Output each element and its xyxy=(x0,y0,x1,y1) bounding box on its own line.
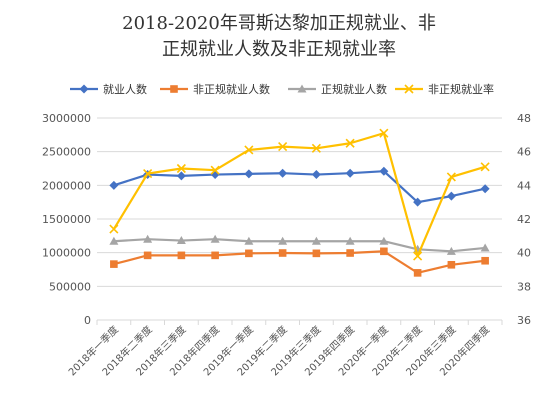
legend: 就业人数 非正规就业人数 正规就业人数 非正规就业率 xyxy=(70,82,494,96)
data-point xyxy=(480,243,490,252)
data-point xyxy=(379,236,389,245)
data-point xyxy=(278,249,287,257)
series-1 xyxy=(110,247,489,277)
y-left-tick-label: 1500000 xyxy=(42,213,91,226)
y-right-tick-label: 46 xyxy=(517,146,531,159)
data-point xyxy=(176,163,186,174)
data-point xyxy=(278,168,288,178)
data-point xyxy=(379,166,389,176)
series-2 xyxy=(109,234,490,255)
series-line xyxy=(113,170,486,204)
series-0 xyxy=(109,166,490,207)
data-point xyxy=(176,236,186,245)
y-left-tick-label: 3000000 xyxy=(42,112,91,125)
series-group xyxy=(109,128,490,277)
y-left-tick-label: 0 xyxy=(84,314,91,327)
data-point xyxy=(79,84,89,94)
data-point xyxy=(143,251,152,260)
data-point xyxy=(404,84,414,94)
data-point xyxy=(345,138,355,148)
data-point xyxy=(380,247,388,256)
y-right-tick-label: 40 xyxy=(517,247,531,260)
y-left-tick-label: 500000 xyxy=(49,280,91,293)
y-right-tick-label: 36 xyxy=(517,314,531,327)
data-point xyxy=(210,234,220,243)
data-point xyxy=(210,165,220,175)
data-point xyxy=(176,171,186,181)
data-point xyxy=(311,143,321,153)
data-point xyxy=(311,236,321,245)
data-point xyxy=(311,170,321,180)
y-right-tick-label: 38 xyxy=(517,280,531,293)
data-point xyxy=(446,172,456,182)
data-point xyxy=(110,260,118,268)
series-line xyxy=(113,250,486,274)
chart-title-line-1: 2018-2020年哥斯达黎加正规就业、非 xyxy=(122,13,436,34)
data-point xyxy=(170,85,178,93)
data-point xyxy=(143,168,153,179)
data-point xyxy=(244,145,254,155)
data-point xyxy=(447,260,456,269)
legend-item: 非正规就业人数 xyxy=(160,82,270,96)
data-point xyxy=(480,162,490,172)
data-point xyxy=(346,249,354,257)
data-point xyxy=(446,191,456,201)
data-point xyxy=(297,84,307,93)
data-point xyxy=(177,251,186,260)
data-point xyxy=(345,168,355,178)
data-point xyxy=(278,236,288,245)
data-point xyxy=(109,224,119,234)
data-point xyxy=(379,128,389,138)
y-left-tick-label: 2500000 xyxy=(42,146,91,159)
data-point xyxy=(143,234,153,243)
data-point xyxy=(480,184,490,194)
legend-item: 就业人数 xyxy=(70,82,147,96)
chart-title-line-2: 正规就业人数及非正规就业率 xyxy=(162,39,396,60)
data-point xyxy=(312,249,321,258)
data-point xyxy=(245,249,253,258)
series-line xyxy=(113,238,486,253)
data-point xyxy=(244,169,254,179)
data-point xyxy=(345,236,355,245)
data-point xyxy=(109,180,119,190)
legend-item: 正规就业人数 xyxy=(288,82,387,96)
data-point xyxy=(278,142,288,152)
legend-label: 就业人数 xyxy=(103,82,147,96)
legend-label: 正规就业人数 xyxy=(321,82,387,96)
data-point xyxy=(211,251,219,260)
y-right-tick-label: 44 xyxy=(517,179,531,192)
data-point xyxy=(413,269,422,277)
series-3 xyxy=(109,128,490,261)
y-right-tick-label: 48 xyxy=(517,112,531,125)
legend-label: 非正规就业率 xyxy=(428,82,494,96)
data-point xyxy=(481,256,489,265)
data-point xyxy=(244,236,254,245)
series-line xyxy=(112,132,486,258)
data-point xyxy=(413,197,423,207)
legend-label: 非正规就业人数 xyxy=(193,82,270,96)
data-point xyxy=(210,170,220,180)
y-left-tick-label: 1000000 xyxy=(42,247,91,260)
y-right-tick-label: 42 xyxy=(517,213,531,226)
data-point xyxy=(109,236,119,245)
y-left-tick-label: 2000000 xyxy=(42,179,91,192)
data-point xyxy=(413,251,423,261)
data-point xyxy=(446,246,456,255)
legend-item: 非正规就业率 xyxy=(395,82,494,96)
